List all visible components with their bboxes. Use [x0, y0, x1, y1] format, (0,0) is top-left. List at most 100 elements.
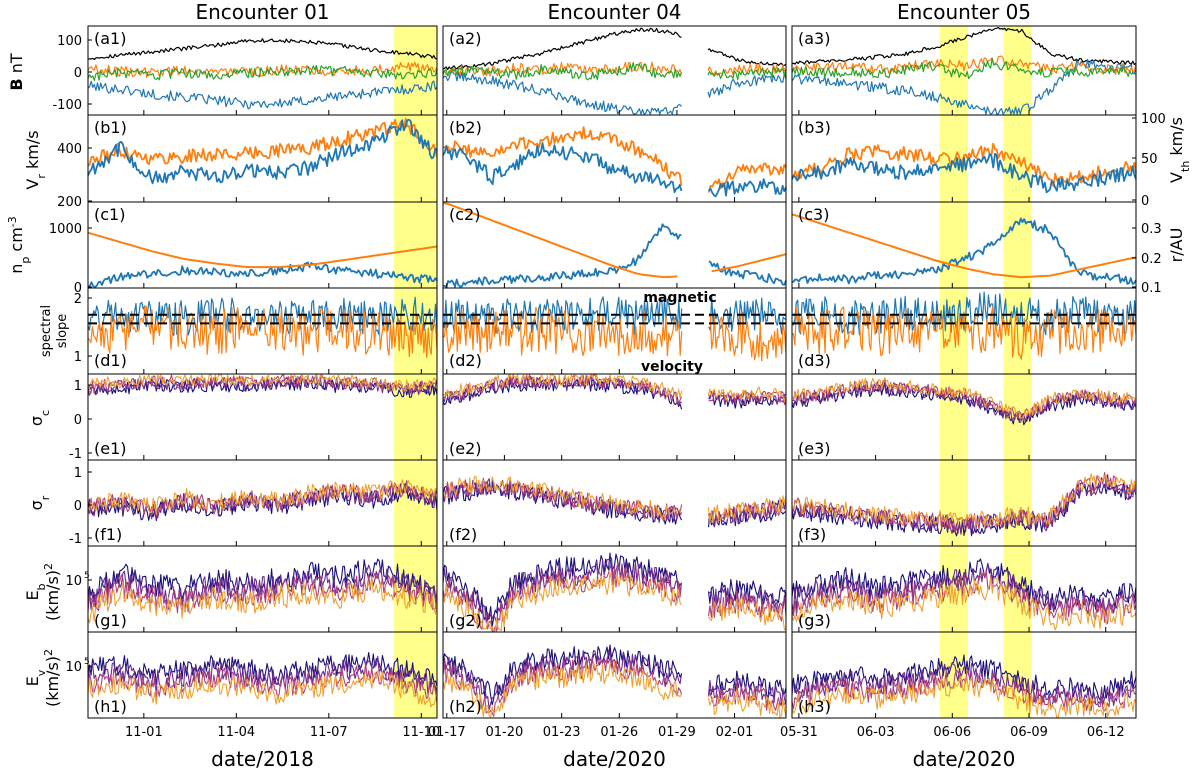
slope-velocity-line [87, 305, 438, 359]
right-y-tick-label: 0 [1141, 194, 1149, 209]
highlight-layer [394, 26, 1032, 718]
column-title: Encounter 04 [547, 0, 681, 24]
sigma-r-scale4-line [791, 473, 1137, 528]
y-label-spectral: spectral [39, 305, 54, 357]
y-label-sigma-c-part: c [39, 410, 52, 416]
y-label-b-part: nT [7, 53, 26, 78]
b-Bn-line [87, 64, 438, 81]
panel-label: (f1) [94, 525, 122, 544]
panel-label: (a1) [94, 29, 126, 48]
y-tick-label: 1 [74, 466, 82, 481]
b-Bt-line [87, 61, 438, 79]
panel-label: (e3) [798, 439, 831, 458]
vth-line [442, 126, 787, 193]
y-tick-label: -1 [69, 447, 82, 462]
panel-label: (e1) [94, 439, 127, 458]
y-label-sigma-c-part: σ [27, 416, 46, 426]
frames-layer [87, 25, 1137, 719]
y-label-b: B nT [7, 53, 26, 90]
y-label-sigma-r-part: σ [27, 500, 46, 510]
y-label-eb-units: (km/s)2 [42, 563, 63, 621]
panel-frame [87, 631, 438, 719]
y-label-ev-units-part: (km/s) [43, 656, 62, 707]
y-label-np-part: -3 [6, 216, 19, 227]
y-tick-label: 200 [57, 195, 82, 210]
Eb-scale4-line [791, 577, 1137, 631]
x-tick-label: 01-26 [600, 725, 638, 740]
y-label-ev-units-part: 2 [42, 649, 55, 656]
np-line [442, 223, 787, 288]
panel-frame [442, 201, 787, 289]
panel-label: (a3) [798, 29, 830, 48]
y-label-np-part: cm [7, 227, 26, 256]
y-tick-label: 10 [65, 660, 82, 675]
b-Bn-line [791, 58, 1137, 80]
y-label-slope: slope [55, 314, 70, 349]
panel-label: (c3) [798, 205, 829, 224]
b-B-line [87, 38, 438, 61]
y-label-sigma-c: σc [27, 410, 52, 426]
x-tick-label: 06-06 [933, 725, 971, 740]
vr-line [442, 142, 787, 198]
highlight-band [939, 26, 968, 718]
sigma-r-scale2-line [791, 473, 1137, 535]
panel-label: (f3) [798, 525, 826, 544]
y-label-sigma-r: σr [27, 495, 52, 510]
slope-velocity-line [791, 306, 1137, 360]
b-B-line [791, 27, 1137, 66]
x-axis-label: date/2020 [913, 747, 1016, 771]
y-label-eb-units-part: 2 [42, 563, 55, 570]
Ev-scale4-line [442, 661, 787, 718]
x-tick-label: 11-10 [402, 725, 440, 740]
panel-label: (d2) [449, 351, 482, 370]
y-tick-label: 0 [74, 281, 82, 296]
panel-label: (a2) [449, 29, 481, 48]
y-label-np-part: p [19, 257, 32, 264]
Ev-scale4-line [791, 675, 1137, 718]
y-label-b-part: B [7, 78, 26, 90]
x-tick-label: 01-17 [428, 725, 466, 740]
y-tick-label: 0 [74, 499, 82, 514]
r-au-line [442, 202, 787, 279]
panel-label: (e2) [449, 439, 482, 458]
panel-frame [442, 545, 787, 633]
sigma-r-scale4-line [87, 479, 438, 515]
right-y-tick-label: 0.3 [1141, 222, 1162, 237]
y-label-vth-part: th [1179, 161, 1192, 172]
panel-label: (b2) [449, 118, 482, 137]
panel-frame [442, 631, 787, 719]
panel-label: (g2) [449, 611, 482, 630]
Ev-scale3-line [87, 662, 438, 704]
r-au-line [87, 231, 438, 269]
y-label-sigma-r-part: r [39, 495, 52, 500]
b-B-line [442, 27, 787, 70]
magnetic-annotation: magnetic [643, 290, 716, 306]
right-y-tick-label: 50 [1141, 152, 1158, 167]
y-tick-label: 400 [57, 142, 82, 157]
Ev-scale1-line [791, 654, 1137, 701]
y-label-r-au: r/AU [1167, 228, 1186, 263]
y-tick-exponent: 5 [84, 657, 90, 667]
x-tick-label: 06-09 [1010, 725, 1048, 740]
y-tick-label: -100 [52, 98, 82, 113]
y-tick-label: 0 [74, 413, 82, 428]
y-label-vth-part: km/s [1167, 117, 1186, 161]
x-tick-label: 06-12 [1087, 725, 1125, 740]
Eb-scale3-line [87, 573, 438, 614]
panel-label: (f2) [449, 525, 477, 544]
panel-frame [791, 631, 1137, 719]
Ev-scale4-line [87, 670, 438, 708]
column-title: Encounter 01 [195, 0, 329, 24]
x-tick-label: 06-03 [857, 725, 895, 740]
y-label-ev-units: (km/s)2 [42, 649, 63, 707]
y-label-eb-part: E [23, 590, 42, 600]
y-label-eb-units-part: (km/s) [43, 570, 62, 621]
y-label-vth: Vth km/s [1167, 117, 1192, 183]
y-tick-label: 10 [65, 574, 82, 589]
y-label-ev-part: v [35, 669, 48, 676]
right-y-tick-label: 0.1 [1141, 281, 1162, 296]
x-tick-label: 01-23 [543, 725, 581, 740]
x-tick-label: 11-07 [310, 725, 348, 740]
y-tick-label: -1 [69, 532, 82, 547]
